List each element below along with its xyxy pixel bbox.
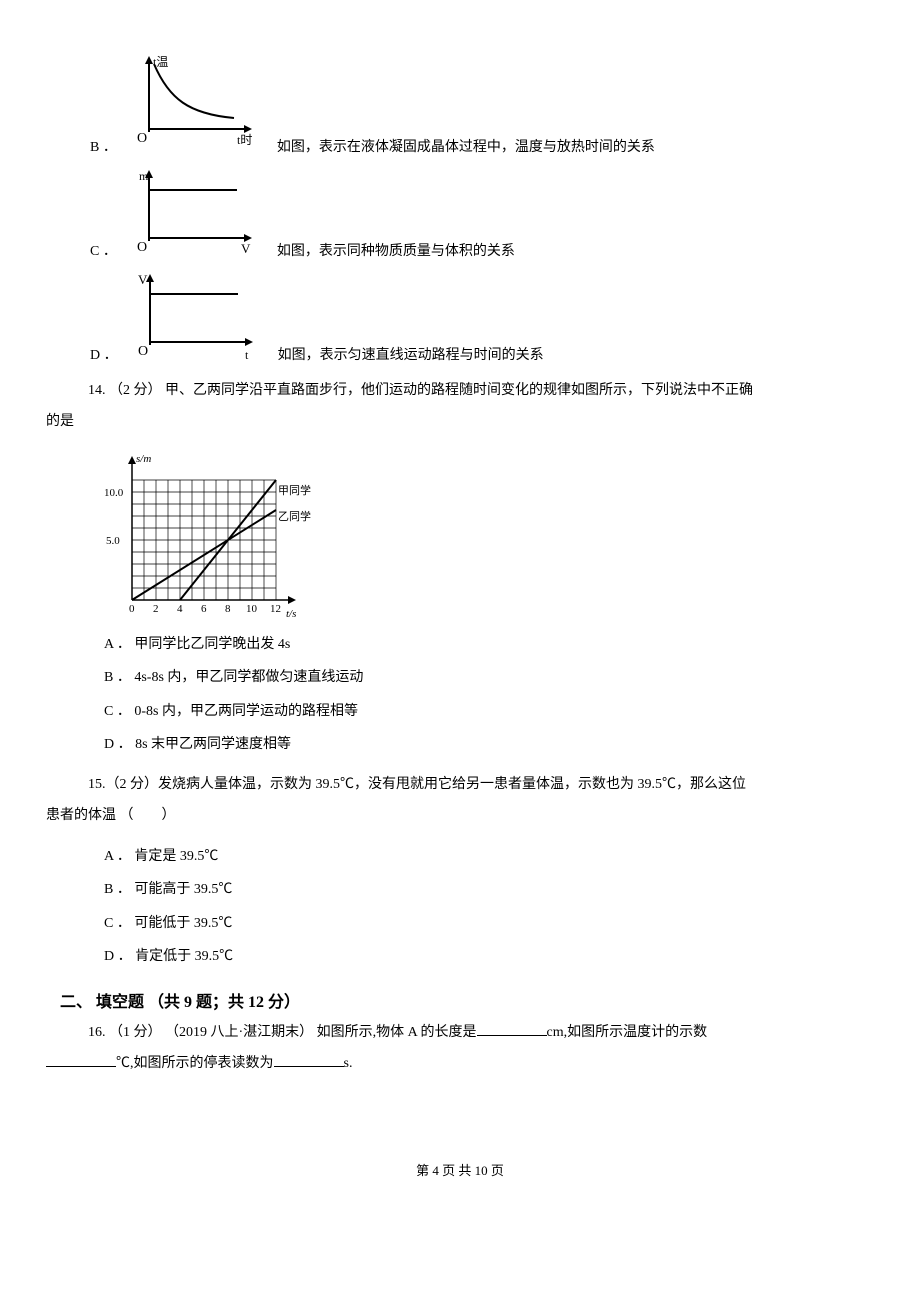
graph-b-xlabel: t时 (237, 133, 252, 147)
q14-opt-c: C ． 0-8s 内，甲乙两同学运动的路程相等 (104, 695, 860, 729)
svg-text:10: 10 (246, 603, 258, 615)
option-d-text: 如图，表示匀速直线运动路程与时间的关系 (278, 344, 544, 372)
svg-text:2: 2 (153, 603, 159, 615)
section-2-title: 二、 填空题 （共 9 题；共 12 分） (60, 988, 860, 1012)
graph-c: O m V (129, 168, 259, 268)
svg-text:4: 4 (177, 603, 183, 615)
q15-stem: 15.（2 分）发烧病人量体温，示数为 39.5℃，没有甩就用它给另一患者量体温… (60, 770, 860, 801)
graph-c-ylabel: m (139, 169, 149, 183)
q16-pre: 16. （1 分） （2019 八上·湛江期末） 如图所示,物体 A 的长度是 (88, 1025, 477, 1040)
svg-text:O: O (138, 344, 148, 359)
svg-text:O: O (137, 240, 147, 255)
q15-stem-cont: 患者的体温 （ ） (46, 801, 860, 832)
svg-text:6: 6 (201, 603, 207, 615)
svg-text:12: 12 (270, 603, 281, 615)
q14-opt-b: B ． 4s-8s 内，甲乙同学都做匀速直线运动 (104, 661, 860, 695)
q16-line2: ℃,如图所示的停表读数为 s. (46, 1049, 860, 1080)
option-c-text: 如图，表示同种物质质量与体积的关系 (277, 240, 515, 268)
q16-mid1: cm,如图所示温度计的示数 (547, 1025, 708, 1040)
option-b-letter: B ． (90, 136, 117, 164)
graph-d-ylabel: V (138, 272, 148, 287)
graph-d: O V t (130, 272, 260, 372)
svg-text:5.0: 5.0 (106, 535, 120, 547)
blank-2 (46, 1053, 116, 1067)
page-footer: 第 4 页 共 10 页 (60, 1160, 860, 1179)
svg-text:0: 0 (129, 603, 135, 615)
option-d-letter: D ． (90, 344, 118, 372)
q14-options: A ． 甲同学比乙同学晚出发 4s B ． 4s-8s 内，甲乙同学都做匀速直线… (104, 628, 860, 762)
svg-text:O: O (137, 131, 147, 146)
q16-line1: 16. （1 分） （2019 八上·湛江期末） 如图所示,物体 A 的长度是 c… (60, 1018, 860, 1049)
option-c-letter: C ． (90, 240, 117, 268)
q16-end: s. (344, 1056, 353, 1071)
graph-b-ylabel: t温 (153, 55, 168, 69)
option-d-row: D ． O V t 如图，表示匀速直线运动路程与时间的关系 (90, 272, 860, 372)
graph-c-xlabel: V (241, 241, 251, 256)
q14-stem: 14. （2 分） 甲、乙两同学沿平直路面步行，他们运动的路程随时间变化的规律如… (60, 376, 860, 407)
svg-text:s/m: s/m (136, 453, 151, 465)
q15-opt-b: B ． 可能高于 39.5℃ (104, 873, 860, 907)
q14-chart: s/m (104, 450, 314, 620)
option-b-text: 如图，表示在液体凝固成晶体过程中，温度与放热时间的关系 (277, 136, 655, 164)
blank-3 (274, 1053, 344, 1067)
q14-opt-a: A ． 甲同学比乙同学晚出发 4s (104, 628, 860, 662)
q15-options: A ． 肯定是 39.5℃ B ． 可能高于 39.5℃ C ． 可能低于 39… (104, 840, 860, 974)
q15-opt-d: D ． 肯定低于 39.5℃ (104, 940, 860, 974)
q16-mid2: ℃,如图所示的停表读数为 (116, 1056, 274, 1071)
option-b-row: B ． O t温 t时 如图，表示在液体凝固成晶体过程中，温度与放热时间的关系 (90, 54, 860, 164)
svg-text:t/s: t/s (286, 608, 296, 620)
q15-opt-c: C ． 可能低于 39.5℃ (104, 907, 860, 941)
graph-d-xlabel: t (245, 348, 249, 362)
option-c-row: C ． O m V 如图，表示同种物质质量与体积的关系 (90, 168, 860, 268)
graph-b: O t温 t时 (129, 54, 259, 164)
blank-1 (477, 1022, 547, 1036)
svg-text:10.0: 10.0 (104, 487, 124, 499)
q15-opt-a: A ． 肯定是 39.5℃ (104, 840, 860, 874)
exam-page: B ． O t温 t时 如图，表示在液体凝固成晶体过程中，温度与放热时间的关系 … (0, 0, 920, 1209)
svg-text:甲同学: 甲同学 (278, 483, 311, 497)
q14-chart-wrap: s/m (104, 450, 860, 620)
q14-opt-d: D ． 8s 末甲乙两同学速度相等 (104, 728, 860, 762)
svg-text:8: 8 (225, 603, 231, 615)
svg-text:乙同学: 乙同学 (278, 509, 311, 523)
q14-stem-cont: 的是 (46, 407, 860, 438)
